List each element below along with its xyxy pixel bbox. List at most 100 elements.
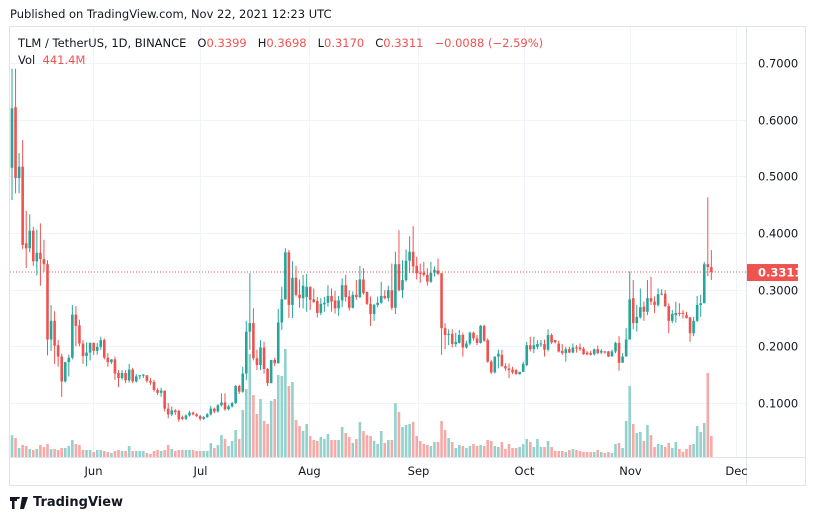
volume-bar: [461, 446, 465, 457]
candle: [252, 308, 255, 361]
candle: [174, 409, 177, 415]
x-tick-label: Aug: [298, 464, 320, 478]
volume-bar: [585, 452, 589, 457]
candle: [372, 303, 376, 321]
candle-body: [24, 243, 28, 249]
candle: [529, 336, 532, 352]
candle-body: [614, 342, 617, 352]
candle: [436, 258, 440, 275]
candle: [681, 310, 685, 319]
candle-body: [415, 265, 418, 274]
volume-bar: [649, 435, 653, 457]
volume-bar: [710, 435, 713, 457]
candle-body: [184, 415, 188, 419]
volume-bar: [248, 354, 252, 457]
candle: [631, 280, 635, 330]
candle-body: [500, 354, 504, 367]
candle-body: [539, 343, 543, 345]
symbol-title[interactable]: TLM / TetherUS, 1D, BINANCE: [18, 36, 187, 50]
candle: [259, 340, 262, 371]
candle-body: [411, 251, 415, 267]
volume-bar: [543, 447, 546, 457]
candle-body: [209, 408, 213, 415]
candle: [539, 340, 543, 347]
volume-label: Vol: [18, 53, 36, 67]
candle: [365, 291, 369, 305]
candle-body: [394, 264, 397, 308]
candle-body: [138, 375, 142, 377]
candle: [521, 361, 525, 372]
candle: [639, 288, 642, 319]
volume-bar: [269, 401, 273, 457]
candle: [486, 338, 489, 363]
volume-bar: [237, 439, 241, 457]
volume-bar: [195, 451, 198, 457]
symbol-legend: TLM / TetherUS, 1D, BINANCE O0.3399 H0.3…: [18, 35, 543, 69]
volume-bar: [493, 446, 497, 457]
candle-body: [440, 273, 443, 329]
candle-body: [280, 299, 284, 323]
candle: [695, 295, 699, 322]
volume-bar: [117, 450, 120, 457]
candle-body: [177, 410, 181, 420]
candle: [323, 297, 326, 312]
candle-body: [120, 372, 124, 379]
volume-bar: [383, 443, 387, 457]
candle-body: [653, 301, 656, 305]
volume-bar: [362, 431, 365, 457]
candle: [333, 290, 337, 314]
candle-body: [92, 342, 95, 351]
volume-bar: [571, 449, 575, 457]
volume-bar: [436, 442, 440, 457]
candle-body: [596, 349, 600, 354]
candle: [273, 357, 276, 367]
volume-bar: [671, 448, 674, 457]
candle: [475, 334, 479, 346]
candle: [489, 359, 493, 375]
candle: [181, 415, 184, 421]
candle-body: [188, 412, 191, 416]
volume-bar: [351, 443, 355, 457]
candle: [685, 311, 688, 319]
volume-bar: [227, 446, 230, 457]
candle-body: [649, 298, 653, 302]
candle: [699, 294, 702, 317]
volume-bar: [202, 451, 205, 457]
candle-body: [237, 385, 241, 392]
volume-bar: [24, 446, 28, 457]
candle-body: [678, 312, 681, 315]
time-axis[interactable]: Jun Jul Aug Sep Oct Nov Dec: [84, 464, 748, 478]
candle: [497, 349, 500, 369]
y-tick-label: 0.3000: [758, 284, 798, 298]
price-axis[interactable]: 0.7000 0.6000 0.5000 0.4000 0.3000 0.2000 0.10…: [758, 57, 798, 411]
candle: [127, 363, 131, 383]
candle-body: [163, 390, 166, 409]
volume-bar: [213, 448, 216, 457]
candle: [17, 153, 21, 194]
grid: [10, 27, 746, 457]
volume-bar: [504, 449, 507, 457]
candle: [71, 304, 74, 360]
volume-bar: [145, 453, 149, 457]
candle: [649, 276, 653, 305]
candle: [241, 366, 245, 393]
candle-body: [21, 166, 24, 245]
volume-bar: [337, 440, 340, 457]
tradingview-brand[interactable]: TradingView: [10, 495, 123, 510]
candle-body: [663, 293, 667, 307]
candle-body: [518, 371, 521, 375]
volume-value: 441.4M: [42, 53, 86, 67]
volume-bar: [273, 399, 276, 457]
candle: [163, 390, 166, 412]
candle-body: [17, 166, 21, 179]
candle: [504, 363, 507, 371]
candles: [10, 68, 713, 422]
candle-body: [468, 332, 472, 344]
volume-bar: [692, 444, 695, 457]
volume-bar: [71, 440, 74, 457]
volume-bar: [308, 436, 312, 457]
candle: [156, 388, 159, 396]
volume-bar: [56, 450, 60, 457]
candle: [351, 291, 355, 309]
